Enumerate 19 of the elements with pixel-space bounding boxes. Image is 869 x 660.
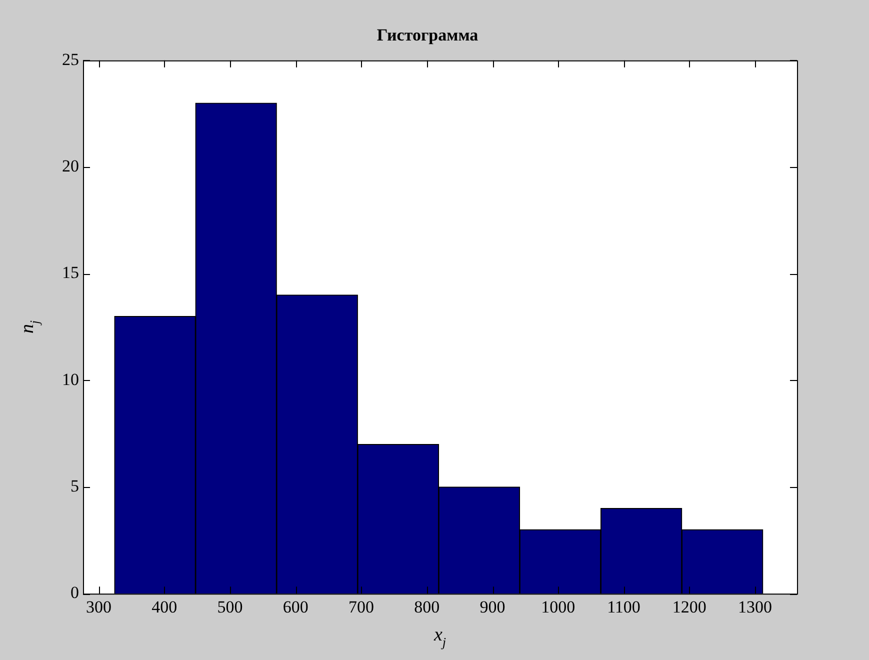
x-tick-label: 400 — [152, 597, 178, 616]
x-tick-label: 1100 — [607, 597, 640, 616]
y-tick-label: 10 — [62, 370, 79, 389]
x-tick-label: 500 — [217, 597, 243, 616]
chart-title: Гистограмма — [376, 26, 479, 45]
y-tick-label: 20 — [62, 156, 79, 176]
x-tick-label: 1300 — [738, 597, 772, 616]
y-tick-label: 25 — [62, 50, 79, 69]
x-tick-label: 700 — [348, 597, 374, 616]
x-tick-label: 800 — [414, 597, 440, 616]
y-axis-title: nj — [17, 320, 42, 334]
x-tick-label: 1000 — [541, 597, 576, 616]
x-tick-label: 300 — [86, 597, 112, 616]
x-tick-label: 600 — [282, 597, 308, 616]
y-tick-label: 5 — [70, 476, 79, 496]
x-tick-label: 900 — [480, 597, 506, 616]
y-tick-label: 15 — [62, 263, 79, 282]
x-tick-label: 1200 — [672, 597, 706, 616]
y-tick-label: 0 — [70, 583, 79, 602]
